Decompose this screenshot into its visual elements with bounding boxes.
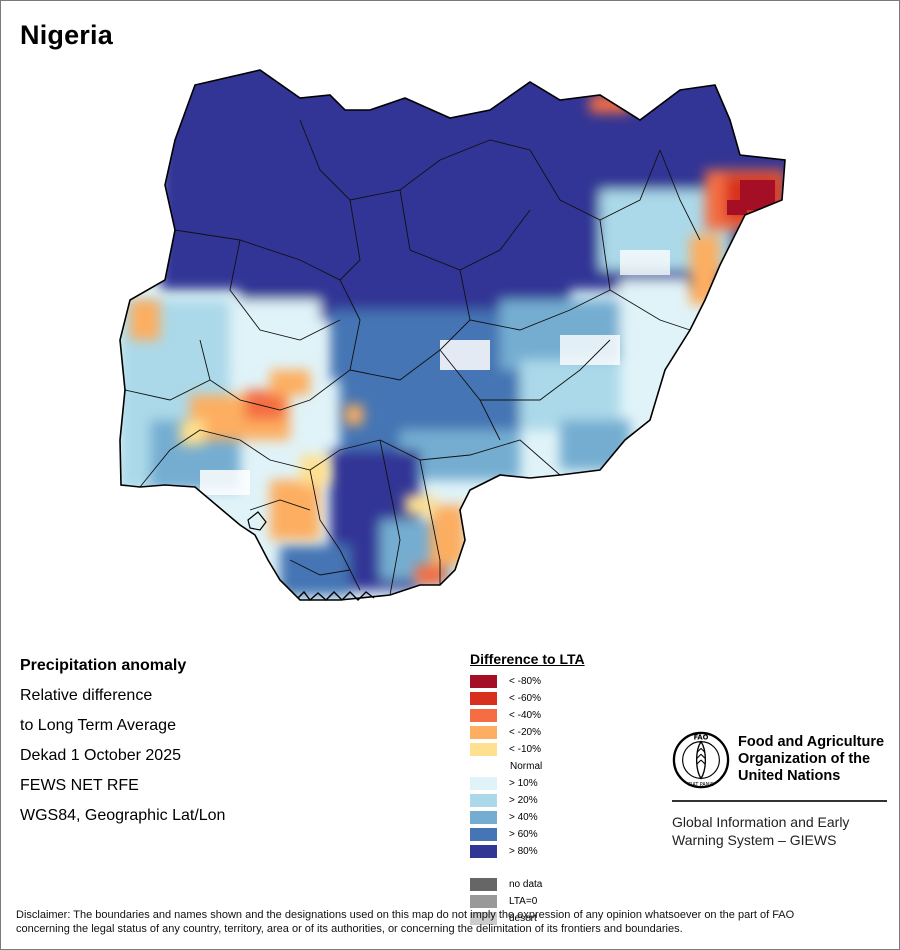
info-line-measure: Relative difference bbox=[20, 687, 153, 704]
legend-dry-swatch bbox=[470, 692, 497, 705]
map-info: Precipitation anomaly Relative differenc… bbox=[20, 656, 225, 836]
legend-wet-label: > 80% bbox=[509, 846, 538, 857]
legend-wet-swatch bbox=[470, 794, 497, 807]
legend-wet-label: > 20% bbox=[509, 795, 538, 806]
program-name: Global Information and Early Warning Sys… bbox=[672, 813, 849, 849]
legend: Difference to LTA < -80% < -60% < -40% < -2… bbox=[470, 651, 670, 927]
map-title: Nigeria bbox=[20, 20, 113, 50]
legend-special-label: no data bbox=[509, 879, 543, 890]
legend-wet-swatch bbox=[470, 828, 497, 841]
disclaimer-line-2: concerning the legal status of any count… bbox=[16, 923, 683, 935]
legend-dry-swatch bbox=[470, 743, 497, 756]
organization-divider bbox=[672, 800, 887, 802]
disclaimer: Disclaimer: The boundaries and names sho… bbox=[16, 908, 886, 936]
info-line-source: FEWS NET RFE bbox=[20, 777, 139, 794]
legend-special-row: LTA=0 bbox=[470, 893, 670, 910]
legend-normal-label: Normal bbox=[510, 761, 543, 772]
organization-name-line-1: Food and Agriculture bbox=[738, 734, 885, 750]
legend-dry-swatch bbox=[470, 709, 497, 722]
legend-title: Difference to LTA bbox=[470, 651, 585, 667]
legend-wet-label: > 40% bbox=[509, 812, 538, 823]
legend-special-label: LTA=0 bbox=[509, 896, 538, 907]
legend-dry-label: < -60% bbox=[509, 693, 541, 704]
legend-dry-row: < -20% bbox=[470, 724, 670, 741]
legend-wet-row: > 20% bbox=[470, 792, 670, 809]
legend-wet-row: > 10% bbox=[470, 775, 670, 792]
legend-dry-label: < -80% bbox=[509, 676, 541, 687]
program-name-line-2: Warning System – GIEWS bbox=[672, 832, 837, 848]
legend-dry-row: < -10% bbox=[470, 741, 670, 758]
legend-wet-label: > 10% bbox=[509, 778, 538, 789]
legend-dry-row: < -80% bbox=[470, 673, 670, 690]
legend-wet-row: > 60% bbox=[470, 826, 670, 843]
info-line-reference: to Long Term Average bbox=[20, 717, 176, 734]
disclaimer-line-1: Disclaimer: The boundaries and names sho… bbox=[16, 909, 795, 921]
emblem-letters: FAO bbox=[694, 734, 709, 742]
info-line-period: Dekad 1 October 2025 bbox=[20, 747, 181, 764]
legend-wet-row: > 40% bbox=[470, 809, 670, 826]
legend-special-row: no data bbox=[470, 876, 670, 893]
emblem-motto: FIAT PANIS bbox=[688, 782, 714, 788]
legend-dry-label: < -40% bbox=[509, 710, 541, 721]
legend-dry-swatch bbox=[470, 726, 497, 739]
legend-dry-row: < -60% bbox=[470, 690, 670, 707]
legend-dry-label: < -10% bbox=[509, 744, 541, 755]
fao-emblem-icon: FAO FIAT PANIS bbox=[672, 731, 730, 789]
organization-name: Food and Agriculture Organization of the… bbox=[738, 734, 898, 785]
legend-special-swatch bbox=[470, 895, 497, 908]
legend-dry-row: < -40% bbox=[470, 707, 670, 724]
legend-wet-swatch bbox=[470, 777, 497, 790]
info-line-product: Precipitation anomaly bbox=[20, 657, 187, 674]
organization-name-line-2: Organization of the bbox=[738, 751, 871, 767]
legend-dry-label: < -20% bbox=[509, 727, 541, 738]
delta-coastline bbox=[297, 590, 375, 602]
legend-special-label: desert bbox=[509, 913, 537, 924]
legend-dry-swatch bbox=[470, 675, 497, 688]
legend-wet-row: > 80% bbox=[470, 843, 670, 860]
lagos-lagoon bbox=[247, 511, 267, 531]
program-name-line-1: Global Information and Early bbox=[672, 814, 850, 830]
legend-special-swatch bbox=[470, 912, 497, 925]
state-boundaries bbox=[124, 119, 701, 596]
legend-special-row: desert bbox=[470, 910, 670, 927]
organization-name-line-3: United Nations bbox=[738, 768, 841, 784]
legend-wet-swatch bbox=[470, 845, 497, 858]
legend-wet-swatch bbox=[470, 811, 497, 824]
info-line-projection: WGS84, Geographic Lat/Lon bbox=[20, 807, 226, 824]
country-outline bbox=[119, 69, 786, 601]
legend-wet-label: > 60% bbox=[509, 829, 538, 840]
legend-special-swatch bbox=[470, 878, 497, 891]
nigeria-anomaly-map bbox=[119, 69, 786, 602]
